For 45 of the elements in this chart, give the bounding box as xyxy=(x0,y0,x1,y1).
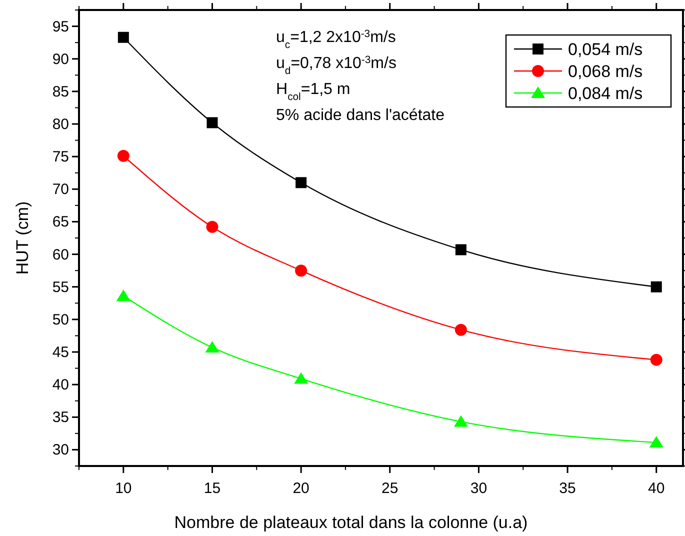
annotation: u$_{d}$=0,78 x10$^{-3}$m/s xyxy=(276,54,396,76)
point xyxy=(205,340,220,352)
point xyxy=(118,32,129,43)
point xyxy=(454,324,467,336)
point xyxy=(294,372,308,384)
x-tick-label: 40 xyxy=(648,480,665,497)
x-tick-label: 15 xyxy=(204,480,221,497)
y-tick-label: 70 xyxy=(52,181,69,198)
y-tick-label: 65 xyxy=(52,214,69,231)
legend-label: 0,084 m/s xyxy=(568,84,643,103)
point xyxy=(116,289,130,301)
annotation: 5% acide dans l'acétate xyxy=(276,107,445,124)
annotation: u$_{c}$=1,2 2x10$^{-3}$m/s xyxy=(276,28,396,50)
x-tick-label: 30 xyxy=(470,480,488,497)
point xyxy=(206,117,218,128)
point xyxy=(296,177,307,188)
point xyxy=(650,281,662,292)
y-tick-label: 50 xyxy=(52,311,69,328)
point xyxy=(455,244,466,256)
y-tick-label: 40 xyxy=(52,376,69,394)
point xyxy=(206,220,218,233)
y-tick-label: 90 xyxy=(52,50,69,68)
y-tick-label: 95 xyxy=(52,18,69,36)
y-tick-label: 30 xyxy=(52,442,69,459)
x-axis-title: Nombre de plateaux total dans la colonne (u.a) xyxy=(174,513,528,532)
x-tick-label: 35 xyxy=(559,480,576,497)
legend-label: 0,068 m/s xyxy=(568,62,643,81)
x-tick-label: 10 xyxy=(115,480,132,497)
y-tick-label: 80 xyxy=(52,116,69,133)
point xyxy=(454,415,468,427)
legend-label: 0,054 m/s xyxy=(568,40,643,59)
point xyxy=(117,150,130,162)
y-tick-label: 55 xyxy=(52,278,69,296)
y-tick-label: 45 xyxy=(52,344,69,361)
y-tick-label: 60 xyxy=(52,246,69,264)
y-tick-label: 75 xyxy=(52,148,69,166)
annotation: H$_{col}$=1,5 m xyxy=(276,81,350,102)
y-tick-label: 85 xyxy=(52,83,69,100)
point xyxy=(649,436,664,448)
point xyxy=(650,354,662,366)
x-tick-label: 25 xyxy=(382,480,398,497)
point xyxy=(295,264,308,277)
y-tick-label: 35 xyxy=(52,409,69,426)
y-axis-title: HUT (cm) xyxy=(13,201,32,275)
x-tick-label: 20 xyxy=(292,480,310,497)
